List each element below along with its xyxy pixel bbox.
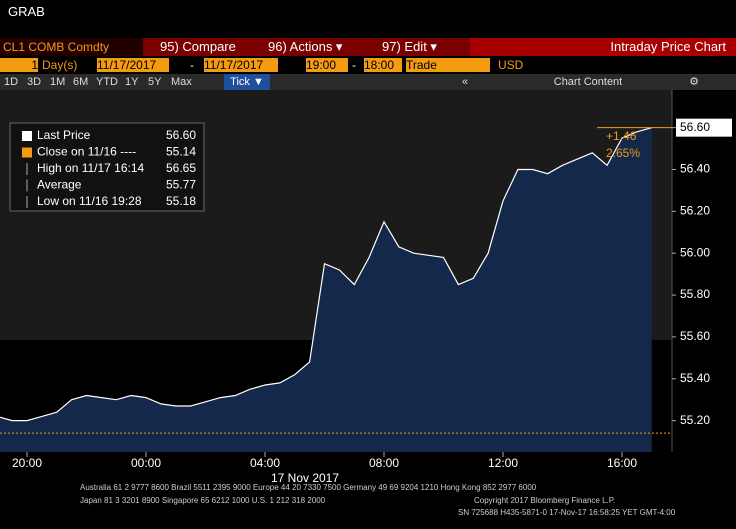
end-date[interactable]: 11/17/2017 bbox=[204, 58, 278, 72]
settings[interactable]: ⚙ bbox=[689, 76, 699, 88]
legend-swatch bbox=[22, 131, 32, 141]
legend-value: 55.18 bbox=[166, 194, 196, 208]
window-title: GRAB bbox=[8, 4, 45, 19]
footer-text: Japan 81 3 3201 8900 Singapore 65 6212 1… bbox=[80, 496, 326, 505]
y-tick-label: 56.20 bbox=[680, 204, 710, 218]
collapse-button[interactable]: « bbox=[461, 76, 469, 88]
legend-label: Close on 11/16 ---- bbox=[37, 145, 136, 159]
y-tick-label: 55.80 bbox=[680, 287, 710, 301]
price-line bbox=[0, 127, 652, 422]
legend-value: 56.60 bbox=[166, 128, 196, 142]
change-annotation: +1.46 bbox=[606, 129, 637, 143]
y-tick-label: 56.40 bbox=[680, 162, 710, 176]
y-tick-label: 55.40 bbox=[680, 371, 710, 385]
legend-label: Low on 11/16 19:28 bbox=[37, 194, 142, 208]
y-tick-label: 56.00 bbox=[680, 245, 710, 259]
legend-box bbox=[9, 122, 205, 212]
end-time[interactable]: 18:00 bbox=[364, 58, 402, 72]
range-button[interactable]: YTD bbox=[96, 76, 118, 88]
y-tick-label: 55.20 bbox=[680, 413, 710, 427]
security[interactable]: CL1 COMB Comdty bbox=[0, 38, 143, 56]
footer-text: Australia 61 2 9777 8600 Brazil 5511 239… bbox=[80, 483, 537, 492]
range-button[interactable]: 1D bbox=[4, 76, 19, 88]
period-count[interactable]: 1 bbox=[0, 58, 38, 72]
legend-label: Average bbox=[37, 178, 82, 192]
footer-text: Copyright 2017 Bloomberg Finance L.P. bbox=[474, 496, 616, 505]
footer-text: SN 725688 H435-5871-0 17-Nov-17 16:58:25… bbox=[458, 508, 676, 517]
x-tick-label: 12:00 bbox=[488, 456, 518, 470]
currency: USD bbox=[498, 58, 524, 72]
legend-swatch bbox=[22, 147, 32, 158]
last-price-label: 56.60 bbox=[680, 120, 710, 134]
last-price-tag bbox=[676, 118, 732, 137]
range-button[interactable]: 6M bbox=[73, 76, 89, 88]
x-tick-label: 16:00 bbox=[607, 456, 637, 470]
range-button[interactable]: 1M bbox=[50, 76, 66, 88]
menu-bar: CL1 COMB Comdty 95) Compare 96) Actions … bbox=[0, 38, 736, 56]
legend-label: Last Price bbox=[37, 128, 91, 142]
window-name: Intraday Price Chart bbox=[470, 38, 736, 56]
chart: 55.20 55.40 55.60 55.80 56.00 56.20 56.40 56.60… bbox=[0, 90, 736, 529]
price-area bbox=[0, 127, 652, 452]
change-annotation: 2.65% bbox=[606, 146, 640, 160]
menu-edit[interactable]: 97) Edit ▾ bbox=[382, 39, 437, 54]
axis-bg bbox=[672, 90, 736, 529]
legend-value: 56.65 bbox=[166, 161, 196, 175]
period-unit[interactable]: Day(s) bbox=[42, 58, 78, 72]
legend-value: 55.77 bbox=[166, 178, 196, 192]
chart-content[interactable]: Chart Content bbox=[553, 76, 623, 88]
dash: - bbox=[190, 58, 194, 72]
dash: - bbox=[352, 58, 356, 72]
menu-compare[interactable]: 95) Compare bbox=[160, 39, 236, 54]
x-tick-label: 00:00 bbox=[131, 456, 161, 470]
range-button[interactable]: 3D bbox=[27, 76, 42, 88]
x-tick-label: 20:00 bbox=[12, 456, 42, 470]
legend-value: 55.14 bbox=[166, 145, 196, 159]
x-tick-label: 08:00 bbox=[369, 456, 399, 470]
date-label: 17 Nov 2017 bbox=[271, 471, 339, 485]
range-bar: Tick ▼ « Chart Content ⚙ 1D 3D 1M 6M YTD 1Y 5Y… bbox=[0, 74, 736, 90]
x-tick-label: 04:00 bbox=[250, 456, 280, 470]
range-button[interactable]: 1Y bbox=[125, 76, 139, 88]
menu-actions[interactable]: 96) Actions ▾ bbox=[268, 39, 343, 54]
range-button[interactable]: 5Y bbox=[148, 76, 162, 88]
mode[interactable]: Trade bbox=[406, 58, 490, 72]
range-button[interactable]: Max bbox=[171, 76, 192, 88]
y-tick-label: 55.60 bbox=[680, 329, 710, 343]
legend-label: High on 11/17 16:14 bbox=[37, 161, 145, 175]
date-bar: 1 Day(s) 11/17/2017 - 11/17/2017 19:00 -… bbox=[0, 57, 736, 73]
start-time[interactable]: 19:00 bbox=[306, 58, 348, 72]
start-date[interactable]: 11/17/2017 bbox=[97, 58, 169, 72]
tick-button[interactable]: Tick ▼ bbox=[224, 74, 270, 90]
